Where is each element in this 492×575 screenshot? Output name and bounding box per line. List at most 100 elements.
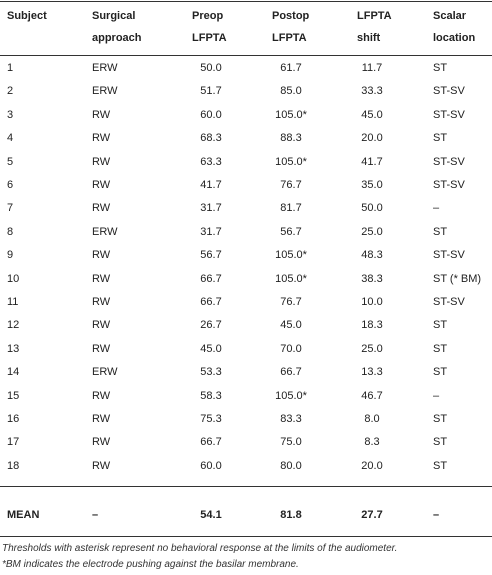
column-header: Postop <box>272 10 310 22</box>
table-cell: – <box>433 389 440 402</box>
table-cell: 66.7 <box>200 436 222 449</box>
table-cell: 7 <box>7 202 14 215</box>
top-rule <box>0 1 492 2</box>
table-cell: 56.7 <box>280 225 302 238</box>
table-cell: 10.0 <box>361 296 383 308</box>
table-cell: RW <box>92 436 111 449</box>
table-cell: 56.7 <box>200 249 222 262</box>
table-cell: 8.3 <box>364 436 380 449</box>
table-cell: 33.3 <box>361 85 383 98</box>
column-header: shift <box>357 32 381 44</box>
mean-cell: 54.1 <box>200 509 222 521</box>
table-cell: 8 <box>7 225 14 238</box>
table-cell: 14 <box>7 366 20 379</box>
table-cell: 11 <box>7 296 19 308</box>
table-cell: 105.0* <box>275 155 307 168</box>
mean-cell: – <box>433 509 440 521</box>
table-cell: 2 <box>7 85 14 98</box>
table-cell: ST-SV <box>433 296 465 308</box>
table-cell: 41.7 <box>361 155 383 168</box>
table-cell: 50.0 <box>361 202 383 215</box>
table-cell: 105.0* <box>275 108 307 121</box>
table-cell: ST <box>433 319 448 332</box>
table-cell: 68.3 <box>200 132 222 145</box>
column-header: LFPTA <box>192 32 227 44</box>
table-cell: RW <box>92 249 111 262</box>
table-cell: RW <box>92 296 111 308</box>
table-cell: ST-SV <box>433 85 465 98</box>
table-cell: 13 <box>7 342 20 355</box>
table-cell: ST <box>433 436 448 449</box>
table-cell: 50.0 <box>200 62 222 74</box>
table-cell: 41.7 <box>200 179 222 191</box>
table-cell: 35.0 <box>361 179 383 191</box>
table-cell: ST (* BM) <box>433 272 482 285</box>
mean-cell: – <box>92 509 99 521</box>
mean-cell: 81.8 <box>280 509 302 521</box>
table-cell: 61.7 <box>280 62 302 74</box>
header-rule <box>0 55 492 56</box>
mean-rule <box>0 486 492 487</box>
table-cell: RW <box>92 179 111 191</box>
table-cell: 38.3 <box>361 272 383 285</box>
table-cell: 20.0 <box>361 132 383 145</box>
table-cell: ST <box>433 413 448 425</box>
table-cell: RW <box>92 389 111 402</box>
table-cell: 18 <box>7 459 20 472</box>
table-cell: 105.0* <box>275 389 307 402</box>
mean-cell: 27.7 <box>361 509 383 521</box>
table-cell: 76.7 <box>280 296 302 308</box>
table-cell: 15 <box>7 389 20 402</box>
footnote: *BM indicates the electrode pushing agai… <box>2 559 299 570</box>
table-cell: 18.3 <box>361 319 383 332</box>
table-cell: ERW <box>92 85 118 98</box>
table-cell: 45.0 <box>361 108 383 121</box>
table-cell: 51.7 <box>200 85 222 98</box>
table-cell: 66.7 <box>200 296 222 308</box>
table-cell: ST-SV <box>433 249 465 262</box>
table-cell: 3 <box>7 108 14 121</box>
table-cell: 16 <box>7 413 20 425</box>
table-cell: 25.0 <box>361 225 383 238</box>
table-cell: 31.7 <box>200 225 222 238</box>
table-cell: ST <box>433 225 448 238</box>
column-header: Preop <box>192 10 224 22</box>
table-cell: 85.0 <box>280 85 302 98</box>
column-header: Scalar <box>433 10 467 22</box>
table-cell: 31.7 <box>200 202 222 215</box>
table-cell: 48.3 <box>361 249 383 262</box>
table-cell: RW <box>92 132 111 145</box>
table-cell: RW <box>92 413 111 425</box>
table-cell: 75.0 <box>280 436 302 449</box>
table-cell: 58.3 <box>200 389 222 402</box>
column-header: Surgical <box>92 10 136 22</box>
table-cell: 53.3 <box>200 366 222 379</box>
table-cell: 76.7 <box>280 179 302 191</box>
table-cell: 8.0 <box>364 413 380 425</box>
table-cell: ERW <box>92 62 118 74</box>
table-cell: 46.7 <box>361 389 383 402</box>
table-cell: 4 <box>7 132 14 145</box>
table-cell: ERW <box>92 366 118 379</box>
table-cell: 88.3 <box>280 132 302 145</box>
table-cell: 60.0 <box>200 108 222 121</box>
column-header: approach <box>92 32 142 44</box>
table-cell: 17 <box>7 436 20 449</box>
table-cell: RW <box>92 202 111 215</box>
table-cell: ST <box>433 62 448 74</box>
table-cell: 20.0 <box>361 459 383 472</box>
table-cell: 13.3 <box>361 366 383 379</box>
table-cell: 12 <box>7 319 20 332</box>
table-cell: 70.0 <box>280 342 302 355</box>
mean-cell: MEAN <box>7 509 40 521</box>
table-cell: 75.3 <box>200 413 222 425</box>
table-cell: ST <box>433 459 448 472</box>
table-cell: 6 <box>7 179 14 191</box>
table-cell: ST <box>433 132 448 145</box>
column-header: location <box>433 32 476 44</box>
table-cell: 83.3 <box>280 413 302 425</box>
footnote: Thresholds with asterisk represent no be… <box>2 543 398 554</box>
table-cell: ST-SV <box>433 179 465 191</box>
table-cell: RW <box>92 272 111 285</box>
table-cell: 25.0 <box>361 342 383 355</box>
